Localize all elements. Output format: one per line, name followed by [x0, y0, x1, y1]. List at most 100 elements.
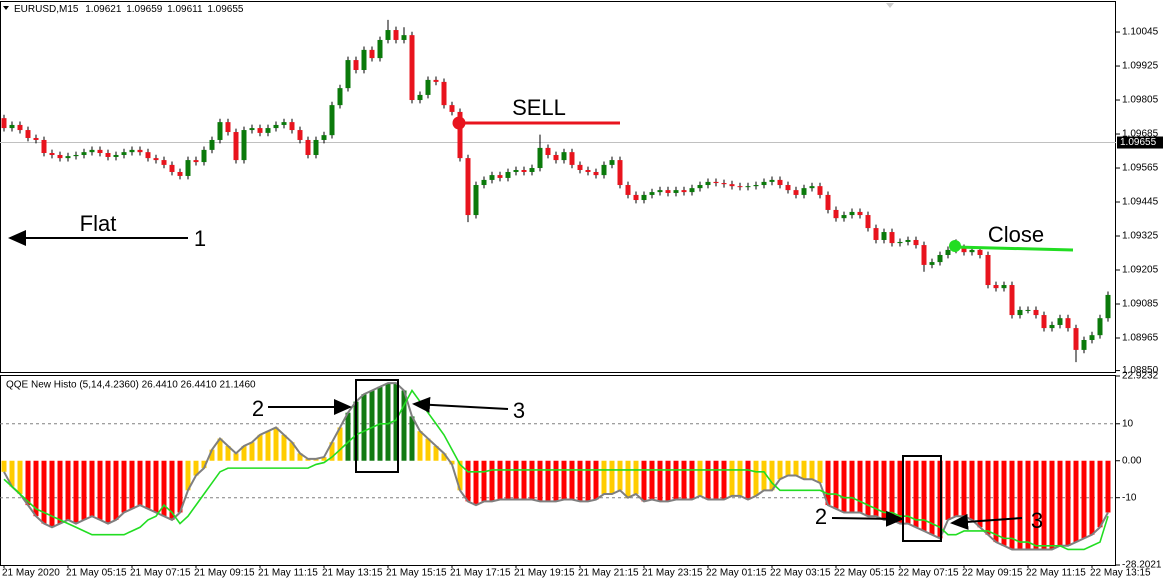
histogram-bar — [873, 460, 879, 517]
candle-body — [201, 149, 207, 163]
histogram-bar — [913, 460, 919, 528]
histogram-bar — [545, 460, 551, 502]
histogram-bar — [769, 460, 775, 491]
histogram-bar — [409, 416, 415, 461]
histogram-bar — [49, 460, 55, 528]
histogram-bar — [865, 460, 871, 517]
candle-body — [505, 171, 511, 178]
signal-line — [3, 389, 1109, 551]
candle-body — [265, 128, 271, 133]
histogram-bar — [689, 460, 695, 500]
candle-body — [209, 139, 215, 150]
candle-body — [177, 171, 183, 176]
candle-body — [1033, 309, 1039, 316]
candle-body — [817, 186, 823, 195]
y-tick-label: -28.2021 — [1122, 560, 1162, 571]
histogram-bar — [161, 460, 167, 517]
histogram-bar — [1105, 460, 1111, 513]
histogram-bar — [17, 460, 23, 495]
candle-body — [809, 186, 815, 189]
histogram-bar — [649, 460, 655, 500]
histogram-bar — [457, 460, 463, 491]
histogram-bar — [1081, 460, 1087, 539]
histogram-bar — [265, 431, 271, 461]
candle-body — [737, 186, 743, 188]
histogram-bar — [553, 460, 559, 502]
candle-body — [881, 232, 887, 240]
step-number: 2 — [815, 504, 827, 529]
close-line — [954, 245, 1074, 252]
histogram-bar — [225, 445, 231, 461]
candle-body — [729, 184, 735, 187]
candle-body — [873, 228, 879, 240]
histogram-bar — [497, 460, 503, 500]
candle-body — [345, 60, 351, 89]
candle-body — [521, 170, 527, 172]
candle-body — [537, 147, 543, 169]
candle-body — [385, 30, 391, 40]
candle-body — [585, 170, 591, 172]
y-tick-label: 1.08850 — [1122, 365, 1159, 376]
x-tick-label: 22 May 11:15 — [1026, 568, 1086, 579]
sell-label: SELL — [512, 95, 566, 120]
histogram-bar — [921, 460, 927, 531]
step-number: 2 — [252, 396, 264, 421]
histogram-bar — [521, 460, 527, 500]
candle-body — [449, 105, 455, 112]
sell-dot — [452, 116, 466, 130]
candle-body — [305, 139, 311, 155]
candle-body — [785, 185, 791, 191]
y-tick-label: 1.09685 — [1122, 129, 1159, 140]
pointer-arrow — [412, 396, 509, 413]
histogram-bar — [569, 460, 575, 500]
candle-body — [761, 181, 767, 186]
candle-body — [913, 239, 919, 246]
candle-body — [641, 194, 647, 201]
histogram-bar — [857, 460, 863, 513]
x-tick-label: 21 May 07:15 — [130, 568, 191, 579]
histogram-bar — [177, 460, 183, 513]
candle-body — [377, 39, 383, 59]
histogram-bar — [185, 460, 191, 491]
y-tick-label: 1.09205 — [1122, 265, 1159, 276]
histogram-bar — [1049, 460, 1055, 550]
candle-body — [489, 175, 495, 180]
histogram-bar — [617, 460, 623, 491]
candle-body — [1041, 315, 1047, 329]
menu-arrow[interactable] — [3, 6, 9, 10]
histogram-bar — [217, 438, 223, 461]
y-tick-label: 1.09325 — [1122, 231, 1159, 242]
candle-body — [457, 111, 463, 159]
histogram-bar — [705, 460, 711, 500]
pointer-arrow — [950, 513, 1023, 530]
histogram-bar — [25, 460, 31, 506]
candle-body — [369, 49, 375, 59]
candle-body — [905, 239, 911, 242]
histogram-bar — [129, 460, 135, 509]
histogram-bar — [81, 460, 87, 520]
histogram-bar — [929, 460, 935, 535]
candle-body — [497, 175, 503, 178]
candle-body — [1017, 309, 1023, 316]
candle-body — [89, 149, 95, 153]
candle-body — [745, 186, 751, 188]
candle-body — [969, 249, 975, 253]
histogram-bar — [961, 460, 967, 517]
x-tick-label: 21 May 17:15 — [450, 568, 511, 579]
candle-body — [553, 154, 559, 161]
histogram-bar — [721, 460, 727, 500]
chart-header: EURUSD,M15 1.09621 1.09659 1.09611 1.096… — [14, 4, 244, 15]
candle-body — [937, 254, 943, 263]
histogram-bar — [1, 460, 7, 472]
candle-body — [137, 149, 143, 153]
candle-body — [185, 160, 191, 176]
histogram-bar — [825, 460, 831, 506]
candle-body — [9, 124, 15, 129]
y-tick-label: 1.09565 — [1122, 163, 1159, 174]
candle-body — [1081, 339, 1087, 350]
histogram-bar — [777, 460, 783, 480]
candle-body — [161, 160, 167, 165]
candle-body — [617, 160, 623, 186]
histogram-bar — [113, 460, 119, 520]
x-tick-label: 22 May 01:15 — [706, 568, 767, 579]
